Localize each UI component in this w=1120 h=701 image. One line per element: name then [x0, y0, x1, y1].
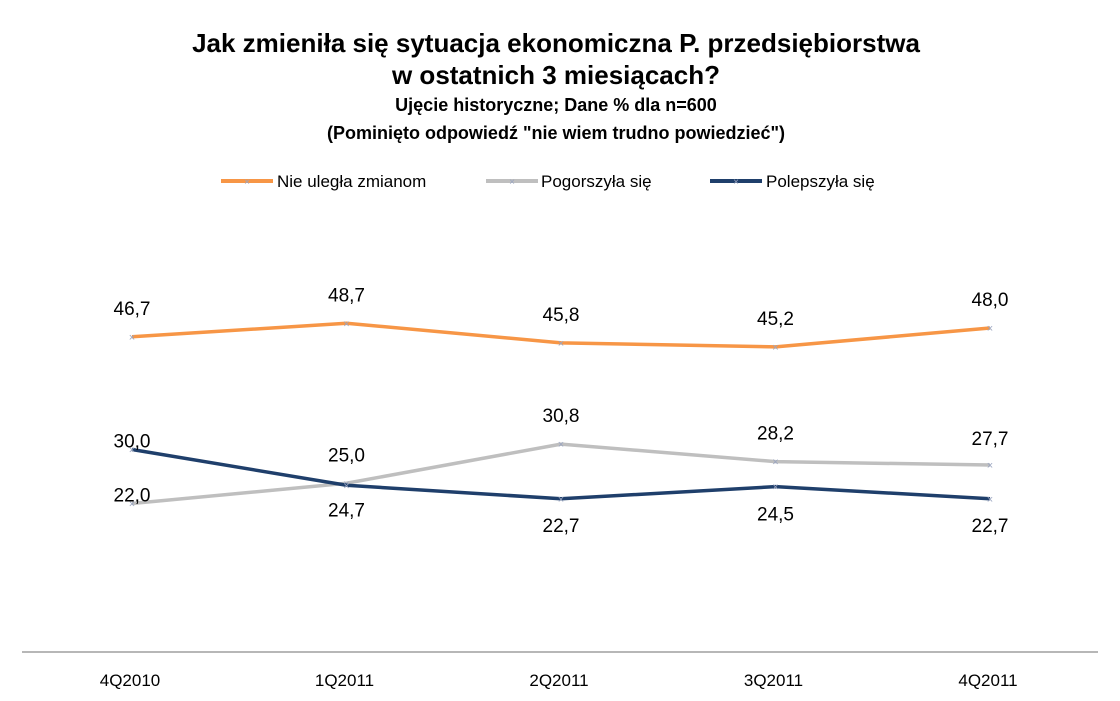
- x-tick-label: 4Q2011: [958, 671, 1017, 690]
- legend-label: Polepszyła się: [766, 172, 875, 191]
- data-label: 28,2: [757, 424, 794, 445]
- data-point: ×: [987, 460, 993, 472]
- legend-marker: ×: [509, 177, 515, 188]
- data-point: ×: [558, 494, 564, 506]
- series-0: × 46,7 × 48,7 × 45,8 × 45,2 × 48,0: [114, 285, 1009, 354]
- series-line: [131, 447, 991, 501]
- x-tick-label: 1Q2011: [315, 671, 374, 690]
- data-point: ×: [558, 338, 564, 350]
- legend-marker: ×: [244, 177, 250, 188]
- data-label: 48,7: [328, 285, 365, 306]
- chart-title-line1: Jak zmieniła się sytuacja ekonomiczna P.…: [192, 28, 920, 58]
- x-tick-label: 2Q2011: [529, 671, 588, 690]
- x-tick-label: 3Q2011: [744, 671, 803, 690]
- data-label: 24,7: [328, 500, 365, 521]
- legend-label: Nie uległa zmianom: [277, 172, 426, 191]
- data-point: ×: [129, 445, 135, 457]
- data-label: 27,7: [972, 429, 1009, 450]
- data-label: 24,5: [757, 505, 794, 526]
- data-label: 25,0: [328, 445, 365, 466]
- data-label: 30,0: [114, 432, 151, 453]
- data-point: ×: [129, 499, 135, 511]
- data-point: ×: [987, 494, 993, 506]
- data-label: 46,7: [114, 299, 151, 320]
- series-line: [131, 321, 991, 349]
- data-point: ×: [558, 439, 564, 451]
- data-label: 22,7: [972, 516, 1009, 537]
- legend-item-1: × Pogorszyła się: [486, 172, 652, 191]
- series-2: ×30,0×24,7×22,7×24,5×22,7: [114, 432, 1009, 537]
- data-label: 22,0: [114, 486, 151, 507]
- data-point: ×: [772, 482, 778, 494]
- data-label: 22,7: [543, 516, 580, 537]
- series-1: ×22,0×25,0×30,8×28,2×27,7: [114, 406, 1009, 510]
- data-point: ×: [343, 318, 349, 330]
- data-point: ×: [772, 457, 778, 469]
- data-point: ×: [343, 480, 349, 492]
- chart-title-line2: w ostatnich 3 miesiącach?: [391, 60, 720, 90]
- data-label: 45,2: [757, 309, 794, 330]
- series-layer: ×46,7×48,7×45,8×45,2 ×48,0×22,0×25,0×30,8…: [114, 285, 1009, 537]
- x-tick-label: 4Q2010: [100, 671, 161, 690]
- chart-subtitle-line2: (Pominięto odpowiedź "nie wiem trudno po…: [327, 123, 785, 143]
- legend: × Nie uległa zmianom × Pogorszyła się × Polep…: [221, 172, 875, 191]
- data-label: 45,8: [543, 305, 580, 326]
- data-label: 30,8: [543, 406, 580, 427]
- data-label: 48,0: [972, 290, 1009, 311]
- legend-marker: ×: [733, 177, 739, 188]
- series-line: [131, 442, 991, 506]
- legend-item-2: × Polepszyła się: [710, 172, 875, 191]
- data-point: ×: [772, 342, 778, 354]
- x-axis: 4Q2010 1Q2011 2Q2011 3Q2011 4Q2011: [22, 651, 1098, 690]
- data-point: ×: [987, 323, 993, 335]
- legend-label: Pogorszyła się: [541, 172, 652, 191]
- chart-subtitle-line1: Ujęcie historyczne; Dane % dla n=600: [395, 95, 717, 115]
- legend-item-0: × Nie uległa zmianom: [221, 172, 426, 191]
- data-point: ×: [129, 332, 135, 344]
